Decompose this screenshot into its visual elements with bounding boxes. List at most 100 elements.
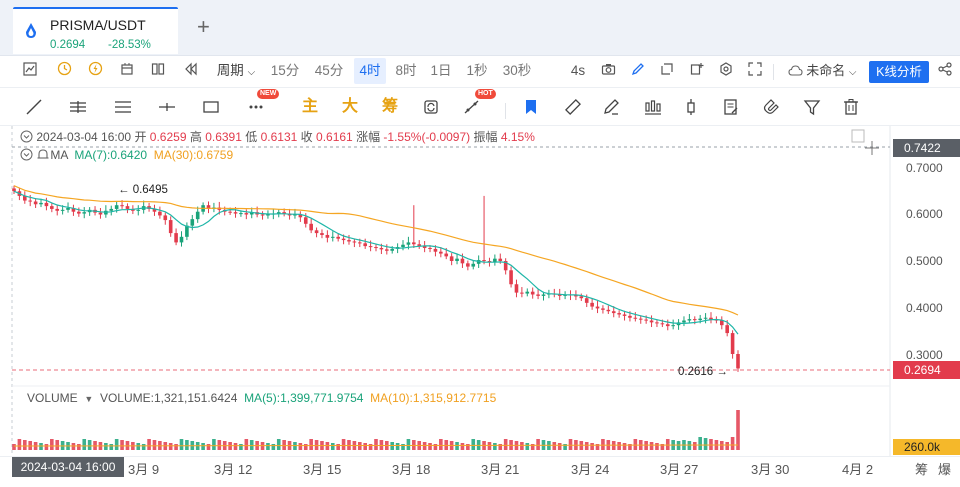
- volume-bar: [584, 442, 589, 450]
- notes-icon[interactable]: [718, 95, 744, 119]
- volume-bar: [466, 444, 470, 450]
- trend-line-icon[interactable]: [21, 95, 47, 119]
- candle-body: [390, 248, 395, 251]
- horizontal-line-icon[interactable]: [154, 95, 180, 119]
- interval-15m[interactable]: 15分: [270, 63, 300, 78]
- candle-body: [168, 220, 173, 234]
- interval-30s[interactable]: 30秒: [502, 63, 532, 78]
- volume-bar: [23, 440, 27, 450]
- add-indicator-icon[interactable]: [686, 56, 708, 86]
- crop-icon[interactable]: [656, 56, 678, 86]
- big-order-button[interactable]: 大: [342, 98, 359, 115]
- interval-45m[interactable]: 45分: [314, 63, 344, 78]
- settings-icon[interactable]: [715, 56, 737, 86]
- candle-body: [665, 324, 670, 327]
- kline-analysis-button[interactable]: K线分析: [869, 61, 929, 83]
- layout-name-dropdown[interactable]: 未命名 ⌵: [782, 56, 862, 86]
- parallel-channel-icon[interactable]: [65, 95, 91, 119]
- ruler-icon[interactable]: [560, 95, 586, 119]
- candle-body: [557, 294, 562, 296]
- volume-bar: [401, 444, 405, 450]
- ma7-line: [13, 190, 739, 335]
- interval-1s[interactable]: 1秒: [466, 63, 488, 78]
- volume-bar: [536, 439, 540, 450]
- rectangle-icon[interactable]: [198, 95, 224, 119]
- volume-bar: [314, 440, 319, 450]
- time-tick: 3月 24: [571, 462, 610, 477]
- interval-4s[interactable]: 4s: [570, 63, 586, 78]
- bell-icon[interactable]: [36, 148, 50, 161]
- candle-body: [195, 211, 200, 220]
- split-view-icon[interactable]: [146, 56, 170, 86]
- volume-bar: [303, 444, 308, 450]
- layout-icon[interactable]: [115, 56, 139, 86]
- volume-bar: [503, 439, 508, 450]
- bar-tool-icon[interactable]: [678, 95, 704, 119]
- add-tab-button[interactable]: +: [197, 14, 210, 39]
- volume-bar: [455, 442, 459, 450]
- main-chart-button[interactable]: 主: [302, 98, 319, 115]
- caret-down-icon[interactable]: ▼: [84, 394, 94, 404]
- more-tools-icon[interactable]: NEW: [243, 89, 280, 119]
- interval-dropdown[interactable]: 周期 ⌵: [212, 56, 260, 86]
- sync-icon[interactable]: [418, 95, 444, 119]
- candle-body: [249, 212, 254, 215]
- volume-bar: [71, 443, 76, 450]
- candle-body: [336, 236, 340, 239]
- volume-info: VOLUME ▼ VOLUME:1,321,151.6424 MA(5):1,3…: [27, 391, 496, 405]
- trash-icon[interactable]: [838, 95, 864, 119]
- fullscreen-icon[interactable]: [744, 56, 766, 86]
- chips-button[interactable]: 筹: [382, 98, 399, 115]
- fib-lines-icon[interactable]: [110, 95, 136, 119]
- chart-type-icon[interactable]: [18, 56, 42, 86]
- candle-body: [98, 212, 103, 215]
- candle-body: [77, 211, 81, 214]
- volume-bar: [601, 439, 605, 450]
- candle-body: [374, 247, 378, 249]
- candles-icon[interactable]: [640, 95, 666, 119]
- candle-body: [422, 246, 427, 248]
- candle-body: [152, 208, 157, 212]
- collapse-icon[interactable]: [20, 148, 33, 161]
- volume-ma-line: [13, 444, 739, 447]
- candle-body: [330, 236, 335, 238]
- candle-body: [433, 248, 438, 252]
- volume-bar: [82, 439, 87, 450]
- bookmark-icon[interactable]: [518, 95, 544, 119]
- clock-icon[interactable]: [52, 56, 76, 86]
- volume-bar: [50, 439, 54, 450]
- candle-body: [314, 230, 319, 234]
- candle-body: [228, 211, 232, 213]
- share-icon[interactable]: [935, 56, 955, 86]
- camera-icon[interactable]: [597, 56, 619, 86]
- symbol-tab[interactable]: PRISMA/USDT 0.2694 -28.53%: [13, 7, 178, 54]
- signal-tool-icon[interactable]: HOT: [459, 89, 496, 119]
- interval-1d[interactable]: 1日: [430, 63, 452, 78]
- liquidation-toggle[interactable]: 爆: [938, 462, 952, 477]
- candle-body: [584, 298, 589, 303]
- filter-icon[interactable]: [799, 95, 825, 119]
- brush-icon[interactable]: [598, 95, 624, 119]
- volume-bar: [428, 443, 432, 450]
- candle-body: [28, 200, 33, 202]
- candle-body: [39, 202, 43, 205]
- replay-icon[interactable]: [179, 56, 203, 86]
- lightning-icon[interactable]: [83, 56, 107, 86]
- candle-body: [439, 251, 443, 254]
- candle-body: [719, 320, 724, 326]
- magnet-icon[interactable]: [758, 95, 784, 119]
- volume-bar: [168, 443, 173, 450]
- candle-body: [655, 322, 659, 324]
- interval-4h[interactable]: 4时: [354, 58, 386, 84]
- candle-body: [530, 291, 535, 295]
- volume-label: VOLUME: [27, 391, 78, 405]
- pen-icon[interactable]: [627, 56, 649, 86]
- collapse-icon[interactable]: [20, 130, 33, 143]
- interval-8h[interactable]: 8时: [395, 63, 417, 78]
- drawing-tools: NEW 主 大 筹 HOT: [0, 88, 960, 126]
- volume-bar: [709, 439, 713, 450]
- chips-toggle[interactable]: 筹: [915, 462, 929, 477]
- candle-body: [82, 212, 87, 214]
- volume-bar: [282, 440, 286, 450]
